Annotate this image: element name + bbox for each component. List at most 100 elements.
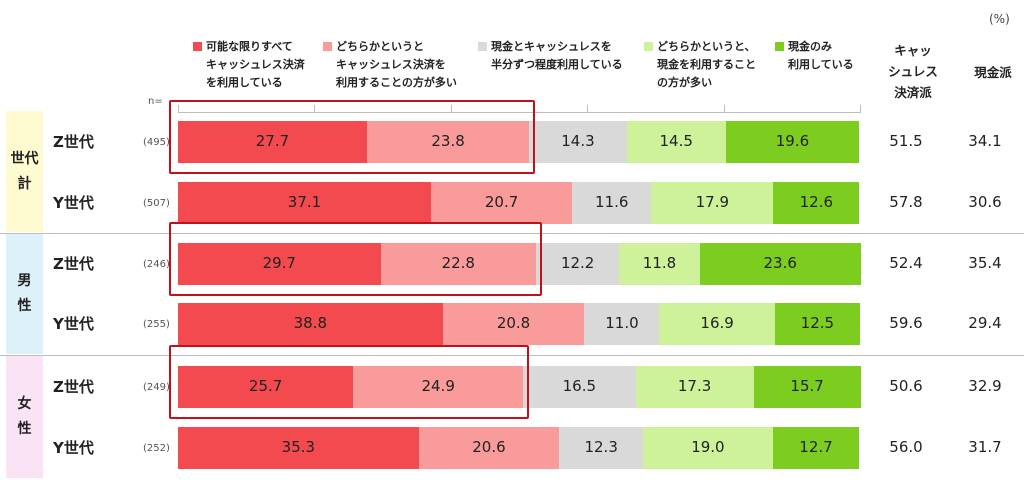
bar-value-label: 27.7	[255, 132, 290, 150]
bar-value-label: 37.1	[287, 193, 322, 211]
bar-value-label: 14.3	[561, 132, 595, 150]
bar-segment	[559, 427, 644, 469]
legend-label: どちらかというと、 現金を利用すること の方が多い	[657, 40, 756, 89]
group-label: 女 性	[17, 395, 32, 437]
bar-segment	[353, 366, 524, 408]
bar-segment	[725, 121, 860, 163]
summary-cash-value: 30.6	[968, 193, 1002, 211]
axis-tick	[587, 105, 589, 113]
bar-value-label: 20.6	[472, 438, 506, 456]
bar-value-label: 12.5	[800, 314, 835, 332]
legend-swatch	[193, 42, 202, 51]
bar-value-label: 23.6	[763, 254, 797, 272]
bar-segment	[651, 182, 774, 224]
bar-segment	[366, 121, 530, 163]
bar-value-label: 12.2	[560, 254, 595, 272]
bar-value-label: 15.7	[790, 377, 824, 395]
bar-segment	[659, 303, 775, 345]
bar-segment	[178, 303, 443, 345]
axis-tick	[178, 105, 179, 113]
bar-segment	[523, 366, 636, 408]
bar-value-label: 11.0	[605, 314, 639, 332]
axis-tick	[723, 105, 725, 113]
axis-baseline	[178, 112, 860, 113]
bar-segment	[626, 121, 726, 163]
bar-segment	[178, 182, 432, 224]
bar-segment	[431, 182, 573, 224]
bar-segment	[442, 303, 585, 345]
bar-segment	[699, 243, 861, 285]
highlight-box	[169, 222, 543, 296]
generation-label: Y世代	[53, 315, 94, 333]
n-prefix: n=	[148, 96, 163, 107]
bar-value-label: 17.9	[695, 193, 730, 211]
legend-label: 可能な限りすべて キャッシュレス決済 を利用している	[206, 40, 305, 89]
bar-value-label: 12.6	[799, 193, 834, 211]
generation-label: Z世代	[53, 378, 94, 396]
sample-size-label: (507)	[143, 198, 170, 209]
bar-segment	[584, 303, 660, 345]
axis-tick	[860, 105, 861, 113]
sample-size-label: (249)	[143, 382, 170, 393]
legend-swatch	[323, 42, 332, 51]
summary-cash-value: 35.4	[968, 254, 1002, 272]
bar-value-label: 17.3	[677, 377, 712, 395]
bar-value-label: 12.3	[584, 438, 618, 456]
bar-segment	[418, 427, 560, 469]
bar-segment	[643, 427, 773, 469]
summary-cashless-value: 52.4	[889, 254, 923, 272]
summary-header-cash: 現金派	[974, 65, 1012, 80]
bar-value-label: 20.7	[484, 193, 519, 211]
summary-cashless-value: 59.6	[889, 314, 923, 332]
summary-header-cashless: キャッ シュレス 決済派	[888, 43, 938, 100]
sample-size-label: (252)	[143, 443, 170, 454]
bar-value-label: 35.3	[281, 438, 316, 456]
generation-label: Z世代	[53, 255, 94, 273]
generation-label: Y世代	[53, 439, 94, 457]
group-label: 世代 計	[10, 150, 39, 192]
bar-segment	[572, 182, 652, 224]
bar-value-label: 38.8	[293, 314, 327, 332]
summary-cash-value: 34.1	[968, 132, 1002, 150]
legend-swatch	[644, 42, 653, 51]
bar-value-label: 20.8	[496, 314, 531, 332]
group-separator	[0, 233, 1024, 234]
bar-value-label: 25.7	[248, 377, 283, 395]
bar-segment	[635, 366, 754, 408]
bar-segment	[753, 366, 861, 408]
summary-cashless-value: 57.8	[889, 193, 923, 211]
summary-cashless-value: 51.5	[889, 132, 923, 150]
summary-cashless-value: 56.0	[889, 438, 923, 456]
summary-cashless-value: 50.6	[889, 377, 923, 395]
sample-size-label: (255)	[143, 319, 170, 330]
sample-size-label: (246)	[143, 259, 170, 270]
legend-label: どちらかというと キャッシュレス決済を 利用することの方が多い	[336, 40, 457, 89]
summary-cash-value: 31.7	[968, 438, 1002, 456]
axis-tick	[314, 105, 316, 113]
group-separator	[0, 355, 1024, 356]
legend-swatch	[478, 42, 487, 51]
highlight-box	[169, 100, 536, 174]
group-box	[6, 111, 43, 232]
bar-segment	[178, 243, 381, 285]
legend-swatch	[775, 42, 784, 51]
generation-label: Y世代	[53, 194, 94, 212]
bar-value-label: 19.6	[775, 132, 810, 150]
bar-value-label: 11.6	[595, 193, 629, 211]
bar-value-label: 24.9	[421, 377, 455, 395]
bar-segment	[178, 366, 354, 408]
summary-cash-value: 32.9	[968, 377, 1002, 395]
group-box	[6, 355, 43, 478]
axis-tick	[450, 105, 452, 113]
unit-label: (%)	[989, 12, 1010, 26]
bar-value-label: 11.8	[642, 254, 677, 272]
bar-value-label: 19.0	[691, 438, 725, 456]
bar-value-label: 16.5	[562, 377, 597, 395]
bar-segment	[529, 121, 627, 163]
bar-segment	[772, 427, 860, 469]
bar-value-label: 16.9	[700, 314, 734, 332]
bar-value-label: 22.8	[441, 254, 475, 272]
group-box	[6, 233, 43, 354]
bar-value-label: 29.7	[262, 254, 296, 272]
